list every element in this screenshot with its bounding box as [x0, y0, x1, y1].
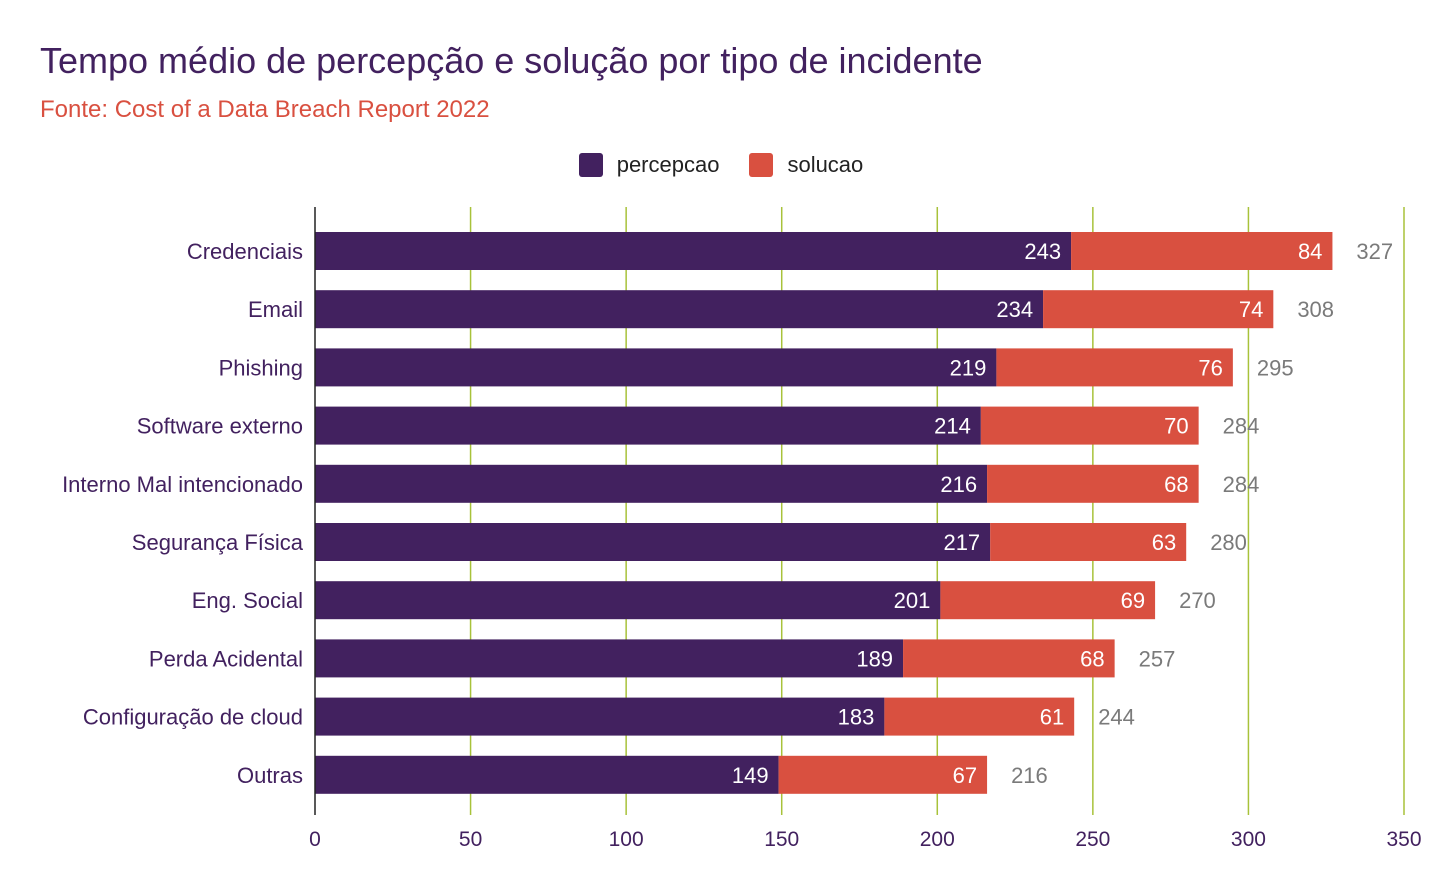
legend: percepcao solucao: [0, 152, 1442, 178]
bar-solucao: [1043, 290, 1274, 329]
bar-percepcao: [315, 523, 991, 561]
bar-solucao: [990, 523, 1187, 561]
data-label-solucao: 68: [1164, 472, 1188, 497]
category-label: Software externo: [137, 414, 303, 439]
data-label-solucao: 67: [953, 763, 977, 788]
category-label: Configuração de cloud: [83, 705, 303, 730]
data-label-percepcao: 243: [1024, 239, 1061, 264]
data-label-percepcao: 189: [856, 646, 893, 671]
data-label-total: 284: [1223, 414, 1260, 439]
category-label: Eng. Social: [192, 588, 303, 613]
bar-percepcao: [315, 232, 1072, 270]
bar-percepcao: [315, 581, 941, 620]
x-tick-label: 250: [1075, 828, 1110, 851]
data-label-solucao: 70: [1164, 414, 1188, 439]
legend-label-solucao: solucao: [787, 152, 864, 177]
data-label-total: 216: [1011, 763, 1048, 788]
legend-swatch-percepcao: [578, 153, 603, 177]
bar-percepcao: [315, 464, 988, 503]
bar-solucao: [980, 406, 1199, 445]
category-label: Interno Mal intencionado: [62, 472, 303, 497]
x-tick-label: 0: [309, 828, 321, 851]
data-label-total: 270: [1179, 588, 1216, 613]
x-tick-label: 150: [764, 828, 799, 851]
data-label-percepcao: 214: [934, 414, 971, 439]
chart-title: Tempo médio de percepção e solução por t…: [40, 40, 983, 81]
category-label: Email: [248, 297, 303, 322]
data-label-percepcao: 217: [943, 530, 980, 555]
legend-item-solucao[interactable]: solucao: [749, 152, 863, 178]
data-label-percepcao: 219: [950, 355, 987, 380]
data-label-percepcao: 216: [940, 472, 977, 497]
data-label-percepcao: 183: [838, 705, 875, 730]
data-label-percepcao: 234: [996, 297, 1033, 322]
bar-solucao: [987, 464, 1199, 503]
data-label-solucao: 74: [1239, 297, 1263, 322]
x-tick-label: 200: [920, 828, 955, 851]
data-label-total: 308: [1297, 297, 1334, 322]
category-label: Segurança Física: [132, 530, 304, 555]
bar-percepcao: [315, 639, 904, 678]
data-label-solucao: 61: [1040, 705, 1064, 730]
data-label-total: 244: [1098, 705, 1135, 730]
data-label-solucao: 69: [1121, 588, 1145, 613]
bar-solucao: [996, 348, 1233, 387]
x-tick-label: 100: [609, 828, 644, 851]
data-label-total: 327: [1356, 239, 1393, 264]
bar-solucao: [884, 697, 1075, 736]
data-label-percepcao: 201: [894, 588, 931, 613]
x-tick-label: 50: [459, 828, 482, 851]
category-label: Phishing: [219, 355, 303, 380]
data-label-percepcao: 149: [732, 763, 769, 788]
chart-subtitle: Fonte: Cost of a Data Breach Report 2022: [40, 96, 490, 123]
data-label-solucao: 76: [1198, 355, 1222, 380]
bar-percepcao: [315, 697, 885, 736]
bar-solucao: [903, 639, 1115, 678]
x-tick-label: 350: [1386, 828, 1421, 851]
legend-swatch-solucao: [749, 153, 774, 177]
x-tick-label: 300: [1231, 828, 1266, 851]
data-label-solucao: 68: [1080, 646, 1104, 671]
category-label: Perda Acidental: [149, 646, 303, 671]
category-label: Outras: [237, 763, 303, 788]
data-label-total: 280: [1210, 530, 1247, 555]
bar-percepcao: [315, 406, 981, 445]
bar-solucao: [778, 755, 988, 794]
bar-solucao: [1071, 232, 1333, 270]
category-label: Credenciais: [187, 239, 303, 264]
data-label-solucao: 84: [1298, 239, 1322, 264]
data-label-solucao: 63: [1152, 530, 1176, 555]
data-label-total: 284: [1223, 472, 1260, 497]
bar-percepcao: [315, 348, 997, 387]
bar-solucao: [940, 581, 1156, 620]
bar-percepcao: [315, 755, 779, 794]
data-label-total: 257: [1139, 646, 1176, 671]
legend-label-percepcao: percepcao: [616, 152, 720, 177]
data-label-total: 295: [1257, 355, 1294, 380]
bar-percepcao: [315, 290, 1044, 329]
legend-item-percepcao[interactable]: percepcao: [578, 152, 720, 178]
